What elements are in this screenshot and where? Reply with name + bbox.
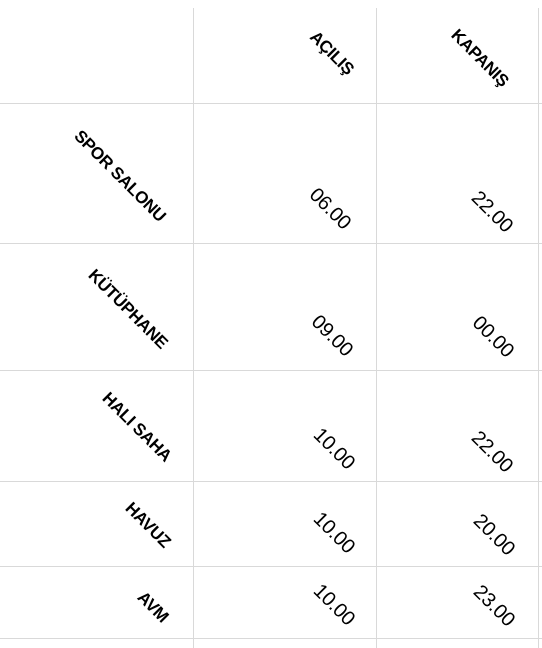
column-divider: [193, 8, 194, 648]
row-divider: [0, 243, 542, 244]
closing-time-cell[interactable]: 00.00: [467, 311, 519, 363]
row-header[interactable]: HAVUZ: [121, 498, 175, 552]
column-header-opening[interactable]: AÇILIŞ: [306, 27, 358, 79]
row-divider: [0, 370, 542, 371]
row-header[interactable]: SPOR SALONU: [70, 126, 170, 226]
row-header[interactable]: AVM: [133, 587, 173, 627]
column-divider: [538, 8, 539, 648]
column-divider: [376, 8, 377, 648]
opening-time-cell[interactable]: 10.00: [308, 579, 360, 631]
row-header[interactable]: KÜTÜPHANE: [84, 265, 172, 353]
row-divider: [0, 638, 542, 639]
closing-time-cell[interactable]: 20.00: [468, 509, 520, 561]
opening-time-cell[interactable]: 09.00: [306, 310, 358, 362]
closing-time-cell[interactable]: 22.00: [466, 186, 518, 238]
column-header-closing[interactable]: KAPANIŞ: [447, 25, 513, 91]
closing-time-cell[interactable]: 23.00: [468, 580, 520, 632]
row-divider: [0, 481, 542, 482]
row-header[interactable]: HALI SAHA: [98, 388, 176, 466]
opening-time-cell[interactable]: 10.00: [308, 507, 360, 559]
closing-time-cell[interactable]: 22.00: [466, 426, 518, 478]
row-divider: [0, 103, 542, 104]
opening-time-cell[interactable]: 06.00: [304, 183, 356, 235]
opening-time-cell[interactable]: 10.00: [308, 423, 360, 475]
row-divider: [0, 566, 542, 567]
